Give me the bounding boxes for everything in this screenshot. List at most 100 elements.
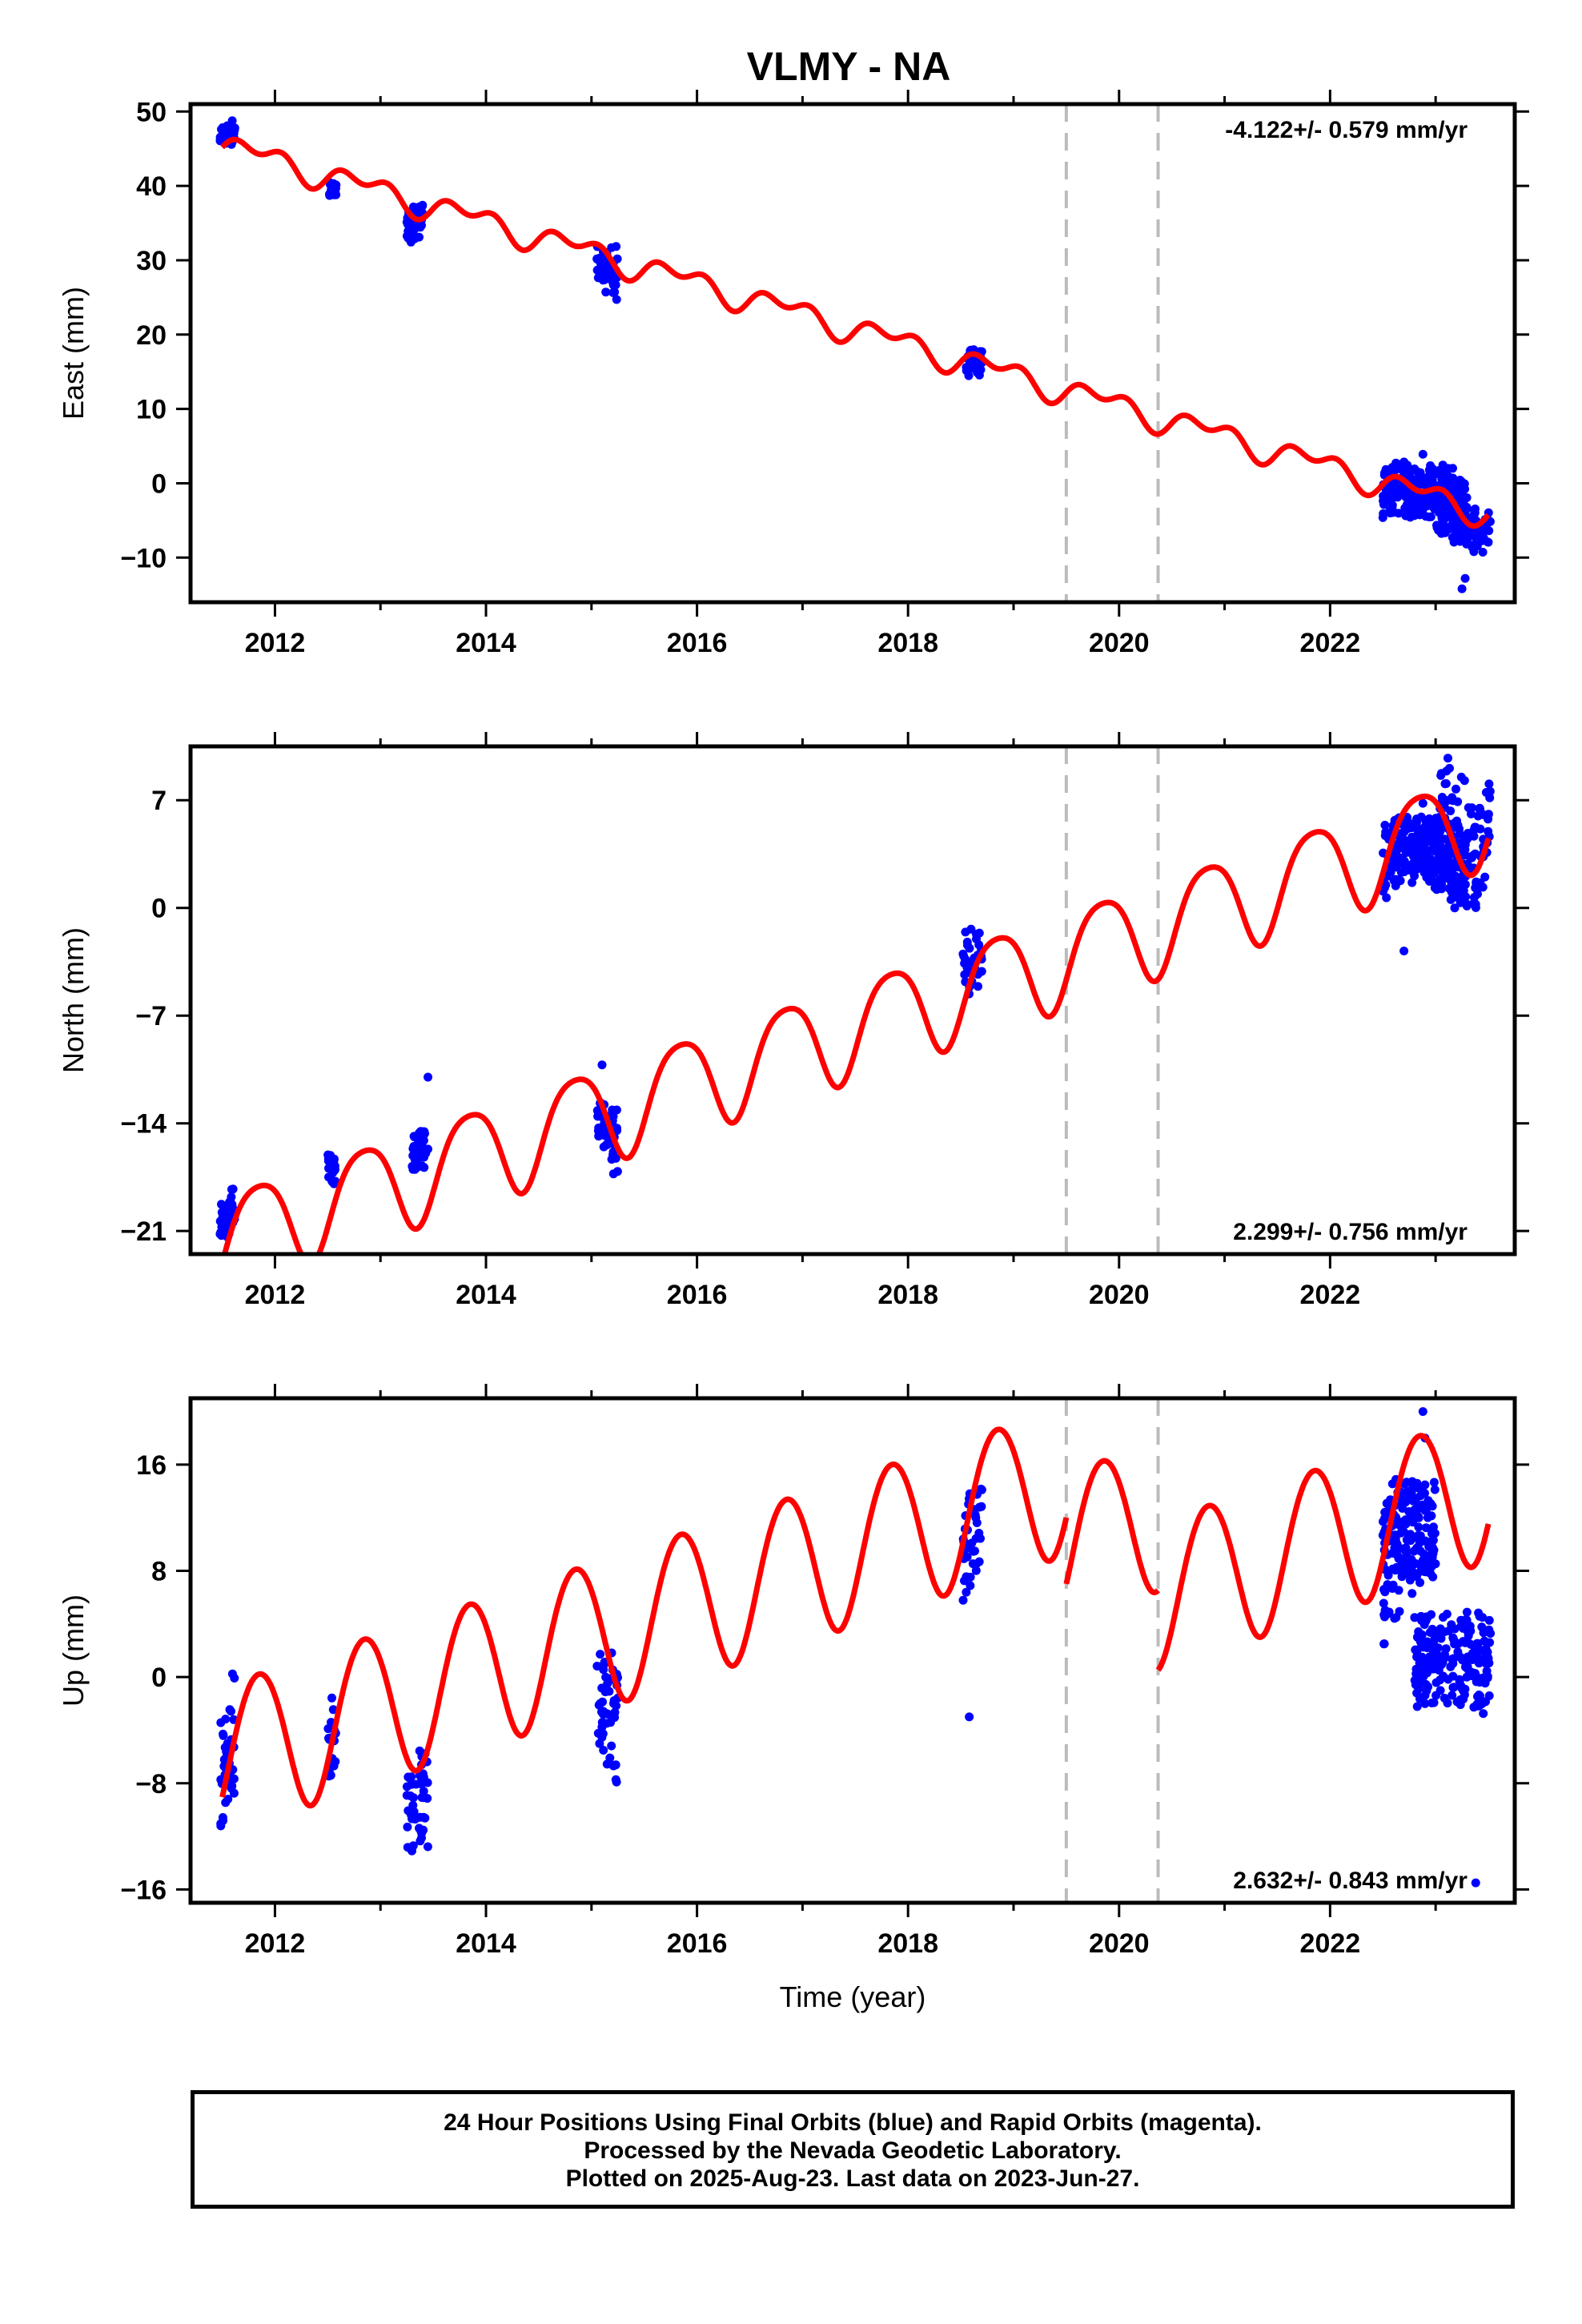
y-tick-label: −21	[120, 1216, 167, 1247]
data-point	[1469, 825, 1479, 834]
panel-up: 2012 2014 2016 2018 2020 2022 16 8 0 −8 −16 Up (mm)…	[57, 1384, 1529, 2013]
data-point	[1410, 464, 1419, 473]
data-point	[216, 1718, 226, 1727]
caption-line-3: Plotted on 2025-Aug-23. Last data on 202…	[565, 2165, 1140, 2192]
data-point	[1439, 1627, 1449, 1637]
data-point	[329, 1177, 339, 1187]
data-point	[1437, 844, 1447, 854]
data-point	[601, 287, 611, 297]
data-point	[402, 1791, 412, 1800]
data-point	[1415, 1636, 1425, 1646]
data-point	[1395, 857, 1404, 866]
data-point	[971, 1566, 981, 1575]
data-point	[1399, 1526, 1408, 1536]
data-point	[1413, 1679, 1423, 1688]
y-tick-label: 50	[136, 97, 167, 127]
y-tick-label: −14	[120, 1109, 167, 1140]
data-point	[599, 1746, 608, 1755]
data-point	[1451, 871, 1460, 881]
data-point	[1429, 1698, 1439, 1707]
data-point	[1410, 818, 1419, 828]
data-point	[216, 1821, 226, 1831]
data-point	[423, 1778, 432, 1787]
data-point	[1390, 1614, 1399, 1623]
data-point	[1485, 786, 1495, 796]
data-point	[327, 1693, 336, 1703]
data-point-outlier	[1457, 584, 1467, 593]
data-point	[1447, 513, 1457, 523]
data-point	[1446, 806, 1456, 816]
x-tick-label: 2022	[1300, 628, 1361, 658]
data-point	[1447, 521, 1456, 530]
data-point-outlier	[424, 1072, 433, 1082]
data-point	[1422, 873, 1431, 883]
data-point	[1422, 1686, 1431, 1695]
x-axis-label: Time (year)	[780, 1980, 926, 2013]
data-point	[1402, 814, 1411, 823]
data-point	[221, 1798, 231, 1807]
x-tick-label: 2022	[1300, 1280, 1361, 1310]
data-point	[1474, 1608, 1484, 1618]
data-point	[958, 1595, 968, 1605]
panel-frame	[188, 744, 1517, 1256]
data-point	[1391, 875, 1400, 884]
data-point	[1425, 1538, 1435, 1547]
data-point	[1407, 878, 1417, 887]
data-point	[1416, 1611, 1426, 1621]
data-point	[1413, 1512, 1423, 1522]
data-point	[416, 1779, 426, 1789]
data-point-outlier	[1418, 1407, 1427, 1417]
rate-label: 2.632+/- 0.843 mm/yr	[1233, 1868, 1468, 1894]
data-point	[1427, 1502, 1437, 1511]
data-point	[1429, 1478, 1439, 1487]
data-point	[419, 1787, 428, 1796]
data-point	[1458, 1655, 1468, 1665]
data-point	[962, 363, 971, 372]
y-tick-label: 16	[136, 1450, 167, 1481]
data-point	[612, 295, 621, 304]
data-point	[1431, 1559, 1440, 1569]
data-point	[1448, 796, 1458, 806]
data-point	[1391, 458, 1401, 468]
x-tick-label: 2012	[245, 628, 306, 658]
y-tick-label: 30	[136, 246, 167, 276]
data-point	[1479, 1709, 1488, 1719]
data-point	[1462, 1607, 1472, 1617]
y-axis-label: North (mm)	[57, 927, 90, 1073]
data-point	[1447, 1691, 1457, 1700]
data-point	[966, 1572, 975, 1582]
data-point	[1391, 881, 1400, 891]
data-point	[1472, 1699, 1482, 1709]
data-point	[1407, 1589, 1417, 1598]
data-point	[1483, 1673, 1492, 1683]
data-point	[1448, 1659, 1458, 1668]
data-point	[1462, 539, 1472, 549]
data-point	[1405, 1575, 1415, 1585]
y-tick-label: 0	[151, 468, 167, 499]
data-point	[610, 1713, 620, 1723]
data-point	[226, 1196, 235, 1206]
data-point	[1423, 1554, 1432, 1564]
data-point	[219, 1755, 229, 1764]
y-tick-label: −7	[135, 1001, 167, 1031]
data-point	[968, 1559, 978, 1569]
x-tick-label: 2018	[877, 1280, 938, 1310]
data-point-outlier	[597, 1060, 607, 1070]
data-point	[1407, 849, 1417, 858]
data-point	[966, 1581, 975, 1590]
data-point	[1424, 465, 1434, 475]
data-point	[1415, 1694, 1424, 1703]
data-point	[1460, 1638, 1470, 1647]
data-point	[965, 943, 974, 953]
data-point	[1421, 1679, 1431, 1689]
data-point	[1453, 886, 1463, 895]
data-point	[1415, 1578, 1425, 1587]
y-tick-label: 40	[136, 171, 167, 202]
data-point	[1459, 1695, 1468, 1704]
data-point	[1379, 1610, 1389, 1619]
data-point	[1484, 810, 1493, 819]
data-point	[1460, 479, 1469, 489]
data-point	[1397, 1572, 1407, 1582]
data-point	[1444, 883, 1454, 893]
data-point	[1401, 1543, 1411, 1553]
